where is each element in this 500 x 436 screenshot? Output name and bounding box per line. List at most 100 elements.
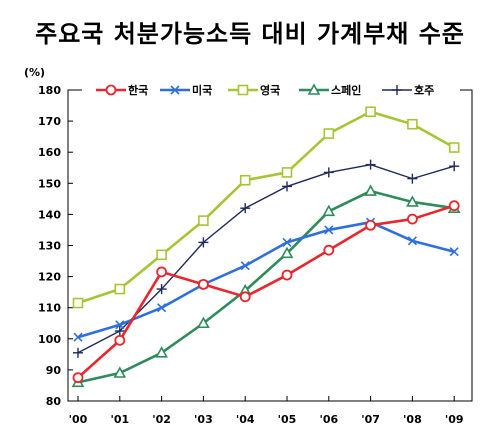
legend-item-5: 호주: [382, 83, 434, 97]
series-line: [77, 110, 455, 305]
data-point: [239, 174, 251, 186]
y-tick-label: 120: [38, 271, 61, 284]
data-point: [72, 297, 84, 309]
y-tick-label: 90: [46, 364, 62, 377]
data-point: [156, 266, 168, 278]
x-tick-label: '06: [319, 413, 338, 426]
data-point: [281, 167, 293, 178]
data-point: [449, 247, 459, 257]
legend-swatch-marker-stroke: [170, 85, 180, 95]
data-point: [280, 246, 294, 259]
data-point: [72, 372, 84, 384]
legend-label: 스페인: [331, 83, 361, 97]
data-point-stroke: [449, 247, 459, 257]
data-point-stroke: [324, 225, 334, 235]
data-point-stroke: [157, 303, 167, 313]
data-point: [239, 291, 251, 303]
plot-frame: [67, 89, 473, 402]
data-point: [407, 118, 418, 130]
y-tick-label: 170: [38, 115, 61, 128]
series-lines: [71, 106, 461, 388]
data-point: [114, 283, 126, 295]
legend-item-4: 스페인: [299, 83, 361, 97]
data-point: [156, 249, 167, 261]
y-tick-label: 130: [38, 240, 61, 253]
legend-label: 미국: [192, 83, 212, 97]
series-line: [77, 163, 455, 354]
legend-item-1: 한국: [96, 83, 148, 97]
x-tick-label: '05: [278, 413, 297, 426]
y-tick-label: 100: [38, 333, 61, 346]
y-tick-label: 110: [38, 302, 61, 315]
series-line: [77, 220, 455, 339]
series-line: [77, 204, 455, 379]
data-point-stroke: [115, 320, 125, 330]
data-point: [157, 303, 167, 313]
data-point: [365, 219, 377, 231]
data-point: [198, 237, 209, 248]
data-point: [407, 173, 418, 184]
data-point-stroke: [240, 261, 250, 271]
legend: 한국 미국 영국 스페인 호주: [82, 79, 460, 101]
data-point-stroke: [407, 236, 417, 246]
x-tick-label: '08: [403, 413, 422, 426]
legend-item-2: 미국: [160, 83, 212, 97]
x-tick-label: '01: [110, 413, 129, 426]
data-point: [197, 316, 210, 329]
x-tick-label: '02: [152, 413, 171, 426]
data-point: [448, 200, 460, 212]
legend-swatch-marker: [105, 84, 117, 96]
data-point: [73, 332, 83, 342]
data-point: [156, 284, 167, 295]
x-tick-label: '04: [236, 413, 255, 426]
data-point: [324, 225, 334, 235]
y-tick-label: 80: [46, 395, 62, 408]
x-tick-label: '03: [194, 413, 213, 426]
legend-swatch-marker: [170, 85, 180, 95]
x-tick-label: '09: [445, 413, 464, 426]
series-2: [73, 217, 459, 342]
data-point: [155, 346, 168, 358]
series-1: [72, 200, 460, 384]
data-point: [323, 244, 335, 256]
data-point: [365, 159, 376, 170]
data-point: [323, 128, 335, 139]
y-tick-label: 150: [38, 177, 61, 190]
x-tick-label: '00: [69, 413, 88, 426]
series-3: [72, 106, 460, 309]
data-point-stroke: [73, 332, 83, 342]
data-point: [449, 161, 460, 172]
data-point: [322, 204, 336, 217]
x-tick-label: '07: [361, 413, 380, 426]
legend-item-3: 영국: [228, 84, 280, 97]
data-point: [282, 181, 292, 192]
chart-title: 주요국 처분가능소득 대비 가계부채 수준: [35, 20, 465, 48]
data-point: [240, 203, 251, 214]
legend-swatch-marker: [392, 85, 402, 95]
data-point-stroke: [282, 237, 292, 247]
data-point: [448, 142, 460, 153]
legend-swatch-marker: [237, 84, 249, 96]
data-point: [364, 184, 377, 196]
data-point: [114, 326, 125, 337]
data-point: [406, 213, 418, 225]
y-axis-unit: (%): [24, 66, 45, 79]
data-point: [115, 320, 125, 330]
y-tick-label: 140: [38, 208, 61, 221]
legend-label: 호주: [414, 83, 434, 97]
data-point: [198, 215, 209, 226]
legend-swatch-marker: [307, 83, 321, 95]
data-point: [365, 106, 376, 118]
axes: (%) 80 90 100 110 120 130 140 150 160 170 180 '00 '01…: [24, 66, 473, 426]
series-5: [73, 159, 460, 358]
data-point: [113, 366, 127, 378]
data-point: [281, 269, 293, 281]
data-point: [114, 334, 126, 346]
series-line: [77, 189, 455, 384]
data-point: [197, 278, 209, 290]
legend-label: 한국: [128, 83, 148, 97]
data-point: [240, 261, 250, 271]
data-point: [406, 195, 419, 207]
data-point: [323, 167, 334, 178]
